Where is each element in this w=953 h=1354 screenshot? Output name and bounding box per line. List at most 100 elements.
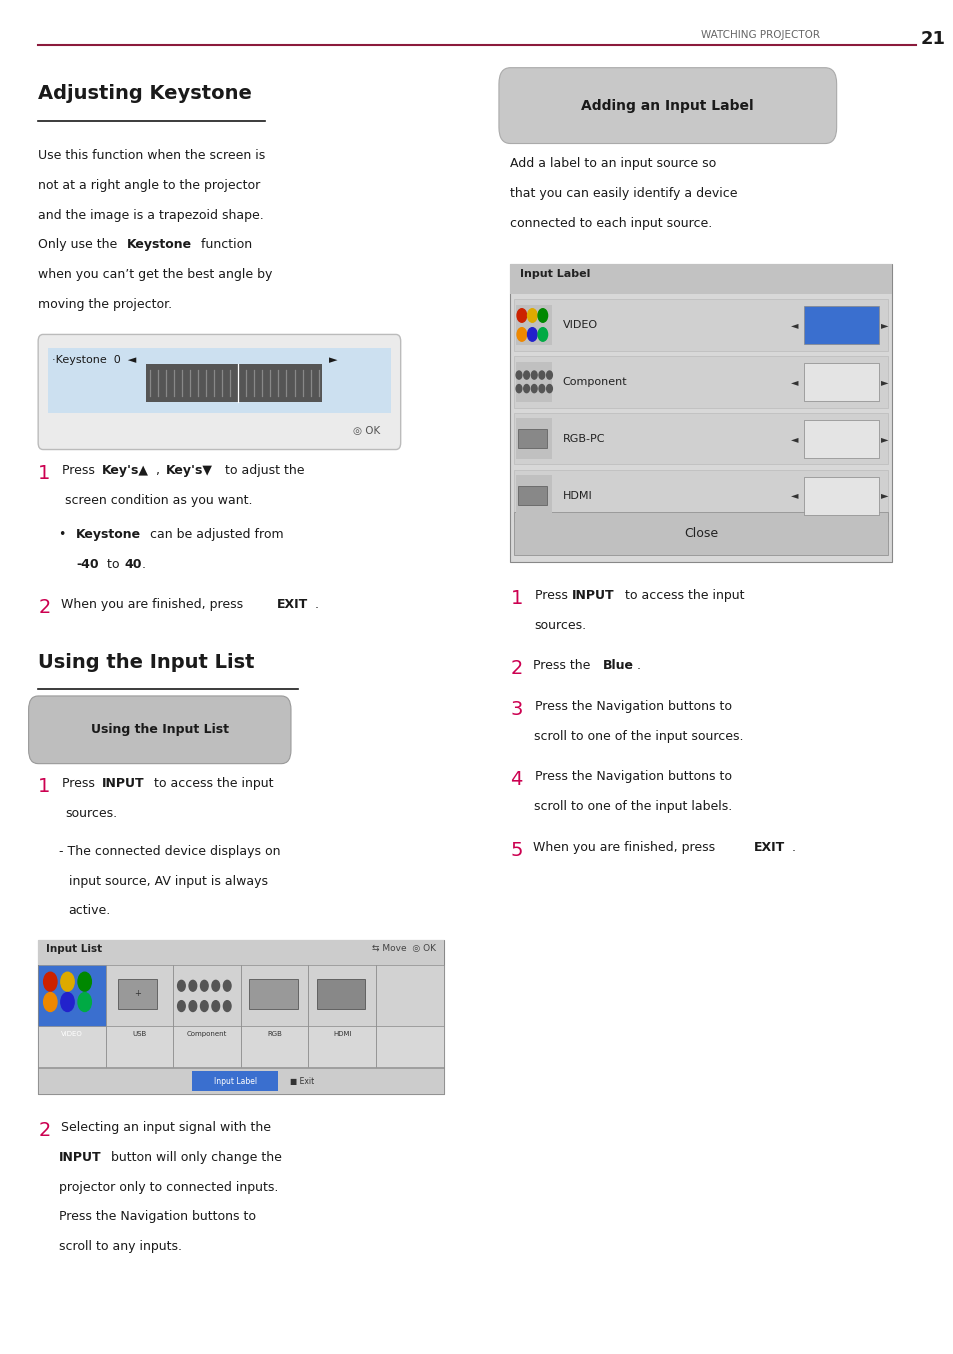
Text: Press: Press: [62, 464, 99, 478]
Text: WATCHING PROJECTOR: WATCHING PROJECTOR: [700, 30, 820, 39]
Bar: [38, 940, 443, 1094]
Text: Using the Input List: Using the Input List: [91, 723, 229, 737]
Bar: [517, 429, 546, 448]
Bar: [517, 486, 546, 505]
Text: .: .: [141, 558, 145, 571]
Circle shape: [200, 1001, 208, 1011]
Circle shape: [537, 328, 547, 341]
Circle shape: [223, 1001, 231, 1011]
Text: EXIT: EXIT: [276, 598, 308, 612]
Text: 1: 1: [38, 777, 51, 796]
Bar: [38, 940, 443, 965]
Text: ►: ►: [880, 376, 887, 387]
Circle shape: [177, 1001, 185, 1011]
Text: RGB-PC: RGB-PC: [562, 433, 605, 444]
Bar: [146, 364, 322, 402]
Bar: [803, 306, 878, 344]
Text: •: •: [59, 528, 71, 542]
Bar: [308, 965, 375, 1044]
Text: Component: Component: [187, 1032, 227, 1037]
Bar: [106, 1026, 173, 1067]
FancyBboxPatch shape: [38, 334, 400, 450]
Text: Input Label: Input Label: [213, 1076, 256, 1086]
Bar: [516, 475, 552, 516]
Circle shape: [61, 972, 74, 991]
Text: sources.: sources.: [65, 807, 117, 821]
Circle shape: [189, 1001, 196, 1011]
Text: Keystone: Keystone: [127, 238, 192, 252]
Bar: [249, 979, 297, 1009]
Text: not at a right angle to the projector: not at a right angle to the projector: [38, 179, 260, 192]
Text: When you are finished, press: When you are finished, press: [529, 841, 719, 854]
Circle shape: [177, 980, 185, 991]
Text: EXIT: EXIT: [753, 841, 784, 854]
Text: VIDEO: VIDEO: [61, 1032, 83, 1037]
Text: to adjust the: to adjust the: [221, 464, 305, 478]
Text: ►: ►: [880, 320, 887, 330]
Circle shape: [546, 371, 552, 379]
Bar: [173, 965, 240, 1044]
Circle shape: [44, 972, 57, 991]
Text: When you are finished, press: When you are finished, press: [57, 598, 247, 612]
Circle shape: [78, 992, 91, 1011]
Bar: [514, 470, 887, 521]
Text: ◄: ◄: [790, 376, 798, 387]
Text: screen condition as you want.: screen condition as you want.: [65, 494, 253, 508]
Bar: [38, 965, 106, 1044]
Bar: [510, 264, 891, 294]
Text: Adding an Input Label: Adding an Input Label: [581, 99, 753, 112]
Bar: [38, 1026, 106, 1067]
Text: and the image is a trapezoid shape.: and the image is a trapezoid shape.: [38, 209, 264, 222]
Text: Press the Navigation buttons to: Press the Navigation buttons to: [59, 1210, 255, 1224]
Bar: [240, 965, 308, 1044]
Text: input source, AV input is always: input source, AV input is always: [69, 875, 268, 888]
Text: Input List: Input List: [46, 944, 102, 953]
Text: 2: 2: [38, 598, 51, 617]
Circle shape: [531, 371, 537, 379]
Bar: [240, 1026, 308, 1067]
Text: ·Keystone  0  ◄: ·Keystone 0 ◄: [52, 355, 136, 364]
Circle shape: [538, 385, 544, 393]
Circle shape: [523, 371, 529, 379]
Text: ◎ OK: ◎ OK: [353, 427, 380, 436]
Text: when you can’t get the best angle by: when you can’t get the best angle by: [38, 268, 273, 282]
Text: Key's▼: Key's▼: [166, 464, 213, 478]
Bar: [514, 413, 887, 464]
Text: Press the Navigation buttons to: Press the Navigation buttons to: [531, 770, 732, 784]
Circle shape: [212, 1001, 219, 1011]
Text: - The connected device displays on: - The connected device displays on: [59, 845, 280, 858]
Circle shape: [516, 371, 521, 379]
Bar: [516, 305, 552, 345]
Text: scroll to one of the input labels.: scroll to one of the input labels.: [534, 800, 732, 814]
Text: to access the input: to access the input: [150, 777, 273, 791]
Bar: [106, 965, 173, 1044]
Text: 5: 5: [510, 841, 522, 860]
Circle shape: [44, 992, 57, 1011]
Text: Component: Component: [562, 376, 627, 387]
Bar: [514, 356, 887, 408]
Circle shape: [523, 385, 529, 393]
Circle shape: [189, 980, 196, 991]
Text: INPUT: INPUT: [102, 777, 145, 791]
Text: RGB: RGB: [267, 1032, 282, 1037]
Circle shape: [223, 980, 231, 991]
Bar: [308, 1026, 375, 1067]
Circle shape: [546, 385, 552, 393]
Text: Blue: Blue: [602, 659, 633, 673]
Text: function: function: [196, 238, 252, 252]
Circle shape: [516, 385, 521, 393]
Bar: [375, 1026, 443, 1067]
Text: Input Label: Input Label: [519, 269, 590, 279]
Bar: [803, 420, 878, 458]
Text: Add a label to an input source so: Add a label to an input source so: [510, 157, 716, 171]
Text: 21: 21: [920, 30, 944, 47]
Text: 4: 4: [510, 770, 522, 789]
Text: Press the: Press the: [529, 659, 595, 673]
Text: .: .: [636, 659, 639, 673]
Circle shape: [61, 992, 74, 1011]
Text: ◄: ◄: [790, 490, 798, 501]
Text: connected to each input source.: connected to each input source.: [510, 217, 712, 230]
Text: ⇆ Move  ◎ OK: ⇆ Move ◎ OK: [372, 944, 436, 953]
Text: Using the Input List: Using the Input List: [38, 653, 254, 672]
Text: Press the Navigation buttons to: Press the Navigation buttons to: [531, 700, 732, 714]
